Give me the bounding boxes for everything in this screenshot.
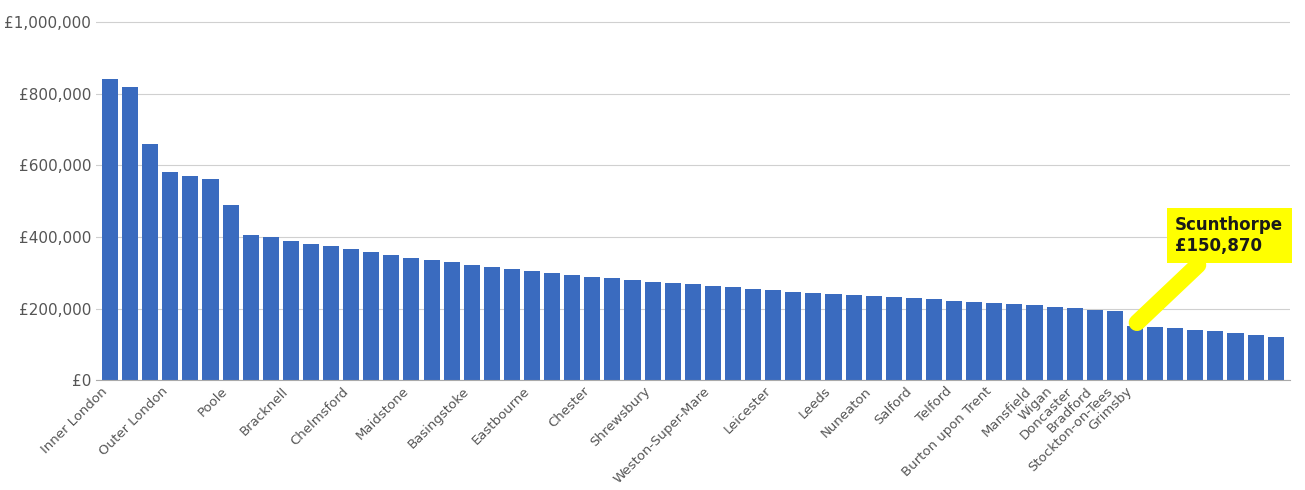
Bar	[1188, 330, 1203, 380]
Bar	[564, 275, 581, 380]
Bar	[886, 297, 902, 380]
Text: Scunthorpe
£150,870: Scunthorpe £150,870	[1137, 216, 1283, 323]
Bar	[444, 262, 459, 380]
Bar	[745, 289, 761, 380]
Bar	[1047, 307, 1062, 380]
Bar	[484, 267, 500, 380]
Bar	[765, 290, 782, 380]
Bar	[1147, 327, 1163, 380]
Bar	[826, 294, 842, 380]
Bar	[705, 286, 720, 380]
Bar	[865, 296, 882, 380]
Bar	[987, 303, 1002, 380]
Bar	[324, 246, 339, 380]
Bar	[183, 176, 198, 380]
Bar	[1248, 335, 1263, 380]
Bar	[102, 79, 117, 380]
Bar	[645, 282, 660, 380]
Bar	[223, 205, 239, 380]
Bar	[927, 299, 942, 380]
Bar	[142, 144, 158, 380]
Bar	[1207, 331, 1223, 380]
Bar	[202, 179, 218, 380]
Bar	[525, 271, 540, 380]
Bar	[946, 300, 962, 380]
Bar	[805, 293, 821, 380]
Bar	[363, 252, 380, 380]
Bar	[544, 273, 560, 380]
Bar	[585, 276, 600, 380]
Bar	[262, 237, 279, 380]
Bar	[786, 292, 801, 380]
Bar	[966, 302, 983, 380]
Bar	[162, 172, 179, 380]
Bar	[1167, 328, 1184, 380]
Bar	[1087, 310, 1103, 380]
Bar	[685, 284, 701, 380]
Bar	[424, 260, 440, 380]
Bar	[604, 278, 620, 380]
Bar	[664, 283, 681, 380]
Bar	[1006, 304, 1022, 380]
Bar	[303, 244, 318, 380]
Bar	[1027, 305, 1043, 380]
Bar	[283, 241, 299, 380]
Bar	[504, 270, 519, 380]
Bar	[726, 287, 741, 380]
Bar	[384, 255, 399, 380]
Bar	[846, 295, 861, 380]
Bar	[906, 298, 921, 380]
Bar	[1066, 308, 1083, 380]
Bar	[463, 265, 480, 380]
Bar	[123, 87, 138, 380]
Bar	[1128, 326, 1143, 380]
Bar	[1107, 311, 1122, 380]
Bar	[1267, 338, 1284, 380]
Bar	[625, 280, 641, 380]
Bar	[1228, 333, 1244, 380]
Bar	[343, 249, 359, 380]
Bar	[243, 235, 258, 380]
Bar	[403, 258, 419, 380]
